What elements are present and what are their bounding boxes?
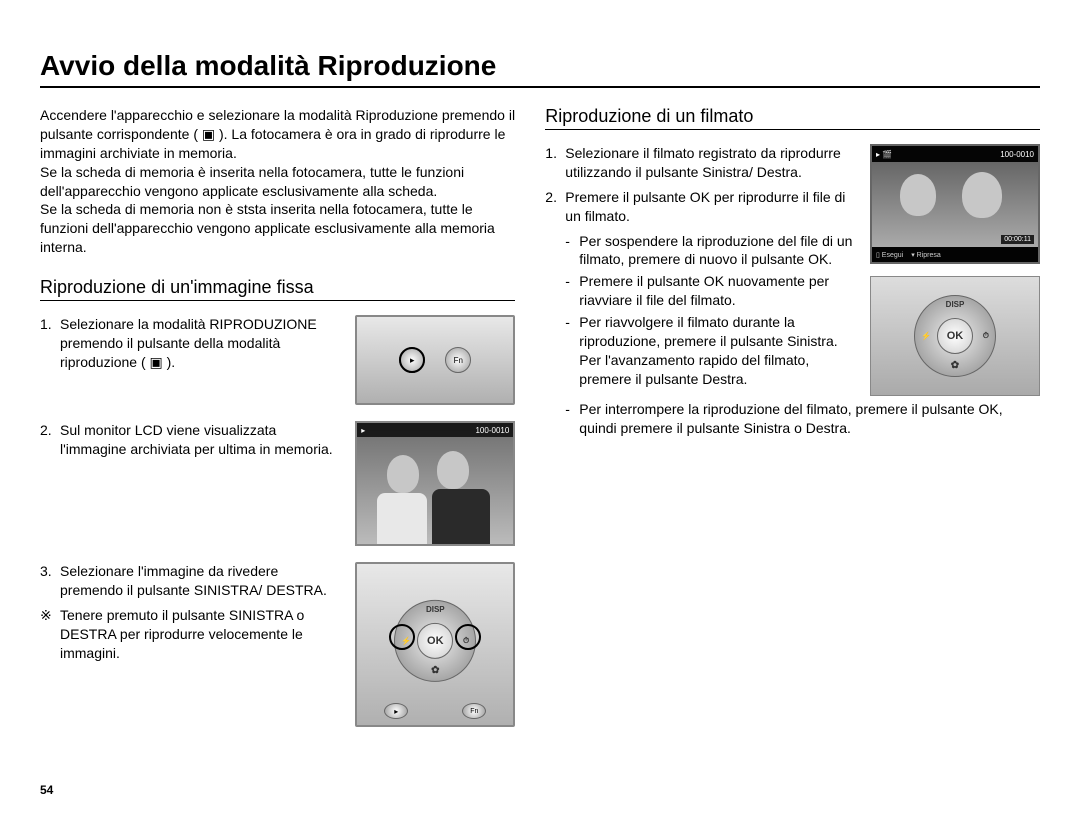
movie-lcd-image: ▸ 🎬 100-0010 00:00:11 ▯ Esegui ▾ Ripresa <box>870 144 1040 264</box>
step-row-1: 1.Selezionare la modalità RIPRODUZIONE p… <box>40 315 515 405</box>
left-heading: Riproduzione di un'immagine fissa <box>40 277 515 301</box>
right-column: Riproduzione di un filmato 1.Selezionare… <box>545 106 1040 743</box>
down-indicator: ▾ Ripresa <box>911 251 941 259</box>
counter-label: 100-0010 <box>475 426 509 435</box>
page-title: Avvio della modalità Riproduzione <box>40 50 1040 88</box>
left-column: Accendere l'apparecchio e selezionare la… <box>40 106 515 743</box>
step-row-2: 2.Sul monitor LCD viene visualizzata l'i… <box>40 421 515 546</box>
right-heading: Riproduzione di un filmato <box>545 106 1040 130</box>
dpad-image-right: DISP ⚡ ⏱ ✿ OK <box>870 276 1040 396</box>
right-steps: 1.Selezionare il filmato registrato da r… <box>545 144 855 396</box>
intro-text: Accendere l'apparecchio e selezionare la… <box>40 106 515 257</box>
step-row-3: 3.Selezionare l'immagine da rivedere pre… <box>40 562 515 727</box>
right-images: ▸ 🎬 100-0010 00:00:11 ▯ Esegui ▾ Ripresa <box>870 144 1040 396</box>
step-1-text: 1.Selezionare la modalità RIPRODUZIONE p… <box>40 315 340 378</box>
ok-indicator: ▯ Esegui <box>876 251 903 259</box>
play-icon: ▸ <box>361 426 365 435</box>
page-number: 54 <box>40 783 53 797</box>
lcd-preview-image: ▸ 100-0010 <box>355 421 515 546</box>
ok-button-icon: OK <box>417 623 453 659</box>
buttons-image-1: ▸ Fn <box>355 315 515 405</box>
columns: Accendere l'apparecchio e selezionare la… <box>40 106 1040 743</box>
step-3-text: 3.Selezionare l'immagine da rivedere pre… <box>40 562 340 662</box>
right-b4: -Per interrompere la riproduzione del fi… <box>545 400 1040 438</box>
timer-label: 00:00:11 <box>1001 235 1034 244</box>
buttons-image-2: DISP ⚡ ⏱ ✿ OK ▸ Fn <box>355 562 515 727</box>
highlight-circle-right-icon <box>455 624 481 650</box>
step-2-text: 2.Sul monitor LCD viene visualizzata l'i… <box>40 421 340 465</box>
